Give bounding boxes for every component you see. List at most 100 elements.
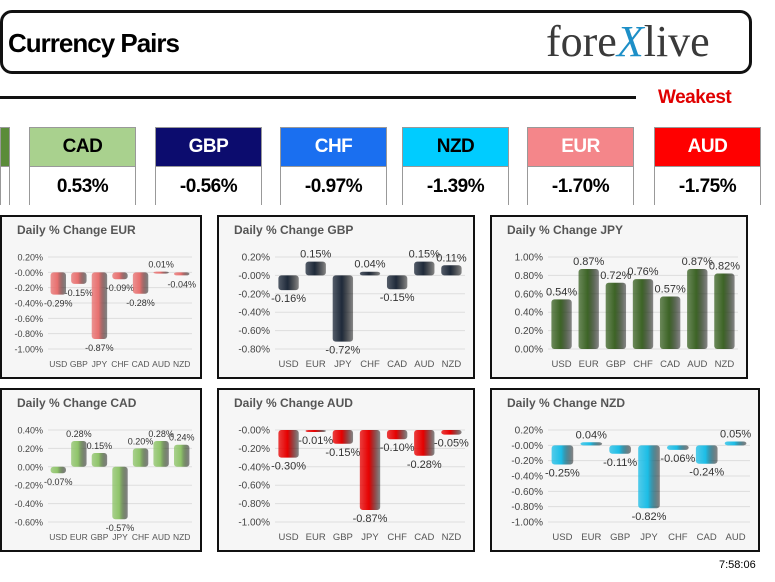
currency-code <box>1 128 9 167</box>
chart-svg: Daily % Change GBP -0.80% -0.60% -0.40% -0.2… <box>234 223 467 370</box>
x-tick-label: JPY <box>334 359 352 370</box>
x-tick-label: CHF <box>387 532 407 543</box>
y-tick-label: 0.20% <box>17 253 43 263</box>
currency-box-chf: CHF -0.97% <box>280 127 387 206</box>
chart-title: Daily % Change GBP <box>234 223 353 237</box>
chart-title: Daily % Change JPY <box>507 223 623 237</box>
bar <box>153 271 169 274</box>
data-label: 0.04% <box>576 429 607 441</box>
currency-change: -0.97% <box>281 167 386 206</box>
y-tick-label: -0.00% <box>511 441 543 452</box>
y-tick-label: -0.80% <box>14 329 43 339</box>
y-tick-label: -0.80% <box>511 502 543 513</box>
bar <box>332 430 354 444</box>
x-tick-label: USD <box>279 532 299 543</box>
y-tick-label: -0.40% <box>238 308 270 319</box>
bar <box>112 466 128 520</box>
data-label: -0.04% <box>167 279 196 289</box>
bar <box>112 272 128 280</box>
data-label: 0.87% <box>573 256 604 268</box>
logo-part: fore <box>546 17 617 66</box>
chart-svg: Daily % Change EUR -1.00% -0.80% -0.60% -0.4… <box>14 223 196 369</box>
logo-x-mark: X <box>616 17 644 66</box>
currency-box-cad: CAD 0.53% <box>29 127 136 206</box>
y-tick-label: -0.00% <box>238 426 270 437</box>
bar <box>153 441 169 467</box>
y-tick-label: 0.00% <box>515 345 543 356</box>
x-tick-label: USD <box>49 532 67 542</box>
weakest-label: Weakest <box>658 87 732 108</box>
currency-box-aud: AUD -1.75% <box>654 127 761 206</box>
y-tick-label: -0.20% <box>238 444 270 455</box>
y-tick-label: -0.80% <box>238 499 270 510</box>
x-tick-label: CAD <box>387 359 407 370</box>
bar <box>278 430 299 458</box>
bar <box>132 272 149 294</box>
currency-code: GBP <box>156 128 261 167</box>
y-tick-label: 0.20% <box>242 253 270 264</box>
data-label: 0.76% <box>627 266 658 278</box>
chart-eur: Daily % Change EUR -1.00% -0.80% -0.60% -0.4… <box>0 215 202 379</box>
x-tick-label: CAD <box>132 359 150 369</box>
x-tick-label: GBP <box>606 359 626 370</box>
data-label: -0.16% <box>271 293 306 305</box>
bar <box>609 445 631 454</box>
y-tick-label: 0.80% <box>515 271 543 282</box>
chart-jpy: Daily % Change JPY 0.00% 0.20% 0.40% 0.60% 0.… <box>490 215 748 379</box>
currency-code: EUR <box>528 128 633 167</box>
y-tick-label: 0.20% <box>515 326 543 337</box>
bar <box>638 445 660 509</box>
data-label: 0.11% <box>436 252 467 264</box>
bar <box>578 268 599 349</box>
chart-svg: Daily % Change JPY0.00%0.20%0.40%0.60%0.… <box>507 223 740 370</box>
y-tick-label: 0.60% <box>515 289 543 300</box>
bar <box>695 445 718 464</box>
data-label: 0.01% <box>148 260 174 270</box>
data-label: -0.28% <box>407 459 442 471</box>
x-tick-label: AUD <box>152 532 170 542</box>
x-tick-label: GBP <box>333 532 353 543</box>
bar <box>71 441 87 467</box>
currency-change: -0.56% <box>156 167 261 206</box>
data-label: 0.28% <box>148 429 174 439</box>
bar <box>414 261 435 276</box>
currency-change: -1.70% <box>528 167 633 206</box>
chart-aud: Daily % Change AUD -1.00% -0.80% -0.60% -0.4… <box>217 388 475 552</box>
bar <box>687 268 708 349</box>
y-tick-label: 0.20% <box>515 426 543 437</box>
x-tick-label: EUR <box>70 532 88 542</box>
x-tick-label: AUD <box>152 359 170 369</box>
data-label: 0.82% <box>709 261 740 273</box>
x-tick-label: JPY <box>640 532 658 543</box>
y-tick-label: -1.00% <box>238 518 270 529</box>
data-label: 0.72% <box>600 270 631 282</box>
data-label: -0.28% <box>126 298 155 308</box>
currency-box <box>0 127 10 206</box>
y-tick-label: -0.20% <box>14 481 43 491</box>
y-tick-label: -0.40% <box>14 299 43 309</box>
bar <box>667 445 689 450</box>
chart-svg: Daily % Change CAD -0.60% -0.40% -0.20% 0.00… <box>14 396 194 542</box>
bar <box>659 296 681 349</box>
bar <box>332 275 354 342</box>
bar <box>605 282 627 349</box>
data-label: 0.87% <box>682 256 713 268</box>
currency-code: CHF <box>281 128 386 167</box>
data-label: -0.25% <box>545 468 580 480</box>
x-tick-label: CAD <box>414 532 434 543</box>
bar <box>551 299 572 349</box>
data-label: 0.57% <box>655 284 686 296</box>
x-tick-label: CHF <box>633 359 653 370</box>
y-tick-label: -0.60% <box>238 481 270 492</box>
chart-svg: Daily % Change AUD -1.00% -0.80% -0.60% -0.4… <box>234 396 469 543</box>
bar <box>174 272 190 276</box>
x-tick-label: USD <box>279 359 299 370</box>
chart-title: Daily % Change AUD <box>234 396 353 410</box>
currency-change <box>1 167 9 206</box>
currency-code: NZD <box>403 128 508 167</box>
currency-change: -1.39% <box>403 167 508 206</box>
x-tick-label: EUR <box>306 359 326 370</box>
bar <box>174 444 190 467</box>
x-tick-label: USD <box>49 359 67 369</box>
currency-change: -1.75% <box>655 167 760 206</box>
